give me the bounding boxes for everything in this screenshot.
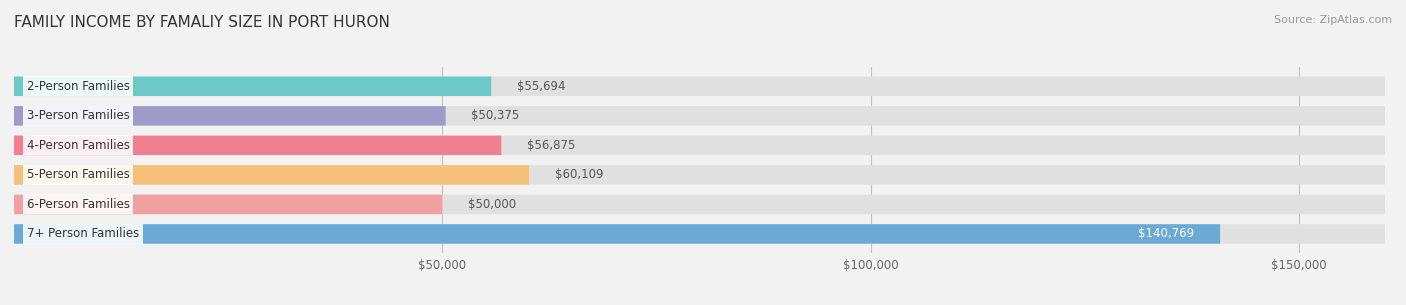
FancyBboxPatch shape xyxy=(14,224,1220,244)
Text: $50,000: $50,000 xyxy=(468,198,516,211)
Text: 4-Person Families: 4-Person Families xyxy=(27,139,129,152)
FancyBboxPatch shape xyxy=(14,106,446,126)
Text: $60,109: $60,109 xyxy=(555,168,603,181)
FancyBboxPatch shape xyxy=(14,77,1385,96)
FancyBboxPatch shape xyxy=(14,136,1385,155)
Text: 5-Person Families: 5-Person Families xyxy=(27,168,129,181)
Text: 3-Person Families: 3-Person Families xyxy=(27,109,129,122)
FancyBboxPatch shape xyxy=(14,77,491,96)
Text: $56,875: $56,875 xyxy=(527,139,575,152)
Text: $50,375: $50,375 xyxy=(471,109,520,122)
Text: 7+ Person Families: 7+ Person Families xyxy=(27,228,139,240)
FancyBboxPatch shape xyxy=(14,165,529,185)
FancyBboxPatch shape xyxy=(14,224,1385,244)
Text: $55,694: $55,694 xyxy=(517,80,565,93)
FancyBboxPatch shape xyxy=(14,195,443,214)
Text: 6-Person Families: 6-Person Families xyxy=(27,198,129,211)
Text: FAMILY INCOME BY FAMALIY SIZE IN PORT HURON: FAMILY INCOME BY FAMALIY SIZE IN PORT HU… xyxy=(14,15,389,30)
FancyBboxPatch shape xyxy=(14,195,1385,214)
FancyBboxPatch shape xyxy=(14,136,502,155)
Text: Source: ZipAtlas.com: Source: ZipAtlas.com xyxy=(1274,15,1392,25)
FancyBboxPatch shape xyxy=(14,165,1385,185)
Text: $140,769: $140,769 xyxy=(1139,228,1195,240)
Text: 2-Person Families: 2-Person Families xyxy=(27,80,129,93)
FancyBboxPatch shape xyxy=(14,106,1385,126)
